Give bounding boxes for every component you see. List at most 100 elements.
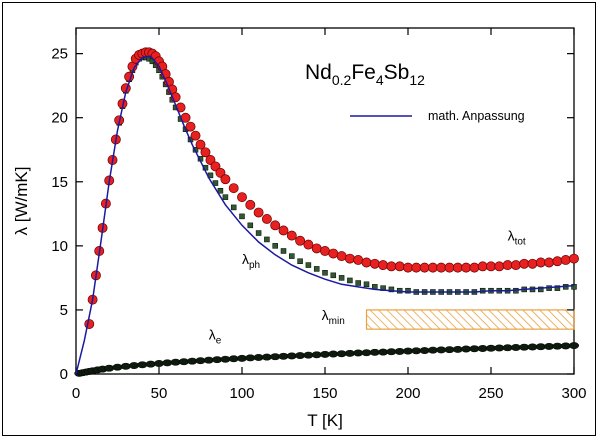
x-axis-label: T [K] [307, 411, 343, 430]
lambda-ph-point [222, 194, 229, 200]
lambda-tot-point [394, 261, 405, 272]
lambda-ph-point [247, 222, 254, 229]
annotation-ph: λph [242, 251, 260, 271]
lambda-tot-point [486, 261, 496, 272]
y-tick-label: 20 [51, 110, 68, 127]
lambda-tot-point [344, 253, 355, 264]
lambda-tot-point [519, 258, 530, 269]
lambda-tot-point [510, 260, 521, 271]
lambda-tot-point [253, 207, 264, 218]
lambda-ph-point [571, 284, 577, 290]
lambda-tot-point [403, 262, 413, 273]
lambda-tot-point [303, 239, 314, 250]
lambda-ph-point [538, 286, 544, 293]
y-axis-label: λ [W/mK] [12, 167, 31, 236]
lambda-tot-point [295, 235, 306, 246]
lambda-tot-point [535, 257, 546, 268]
lambda-tot-point [200, 147, 211, 158]
lambda-tot-point [552, 256, 563, 267]
lambda-min-band [365, 309, 575, 330]
lambda-tot-point [560, 254, 571, 265]
lambda-ph-point [330, 272, 337, 279]
lambda-tot-point [311, 243, 322, 254]
y-tick-label: 15 [51, 174, 68, 191]
x-tick-label: 250 [478, 385, 503, 402]
lambda-tot-point [569, 253, 579, 264]
lambda-tot-point [452, 262, 463, 273]
x-tick-label: 200 [395, 385, 420, 402]
lambda-tot-point [270, 220, 281, 231]
y-tick-label: 0 [60, 366, 68, 383]
lambda-ph-point [239, 213, 245, 220]
lambda-tot-point [419, 262, 430, 273]
lambda-tot-point [477, 261, 488, 272]
lambda-ph-point [322, 270, 328, 276]
lambda-ph-point [280, 248, 287, 254]
lambda-ph-point [212, 180, 219, 186]
annotation-tot: λtot [508, 228, 526, 248]
x-tick-label: 150 [312, 385, 337, 402]
lambda-tot-point [411, 262, 422, 273]
lambda-tot-point [361, 257, 372, 268]
y-tick-label: 25 [51, 46, 68, 63]
lambda-tot-point [84, 319, 95, 329]
lambda-tot-point [502, 260, 513, 271]
lambda-tot-point [320, 246, 330, 256]
lambda-tot-point [237, 192, 247, 203]
lambda-tot-point [494, 261, 505, 272]
lambda-tot-point [185, 121, 196, 132]
lambda-tot-point [353, 254, 364, 265]
annotation-min: λmin [322, 307, 345, 327]
lambda-tot-point [286, 230, 297, 241]
lambda-tot-point [245, 199, 256, 210]
lambda-ph-point [554, 285, 561, 291]
lambda-tot-point [278, 225, 289, 236]
lambda-ph-point [289, 253, 295, 259]
lambda-ph-point [355, 280, 361, 286]
lambda-ph-point [313, 266, 320, 272]
lambda-ph-point [264, 236, 270, 243]
lambda-tot-point [436, 262, 447, 273]
lambda-tot-point [190, 130, 201, 141]
x-tick-label: 300 [561, 385, 586, 402]
lambda-tot-point [444, 262, 455, 273]
lambda-e-point [104, 364, 115, 372]
x-tick-label: 50 [151, 385, 168, 402]
lambda-tot-point [386, 261, 397, 272]
chart-frame [2, 2, 596, 436]
lambda-tot-point [378, 260, 389, 271]
lambda-ph-point [338, 275, 345, 281]
lambda-ph-point [217, 187, 224, 194]
y-tick-label: 5 [60, 302, 68, 319]
lambda-tot-point [427, 262, 438, 273]
lambda-tot-point [336, 251, 347, 262]
lambda-tot-point [527, 258, 538, 269]
lambda-tot-point [228, 183, 239, 194]
lambda-e-point [568, 342, 580, 350]
lambda-ph-point [363, 281, 370, 288]
x-tick-label: 0 [72, 385, 80, 402]
annotation-e: λe [209, 326, 222, 346]
lambda-ph-point [305, 262, 312, 268]
lambda-ph-point [230, 204, 237, 211]
lambda-ph-point [347, 277, 353, 284]
lambda-tot-point [328, 248, 339, 259]
lambda-tot-point [261, 213, 272, 224]
y-tick-label: 10 [51, 238, 68, 255]
lambda-ph-point [405, 287, 411, 294]
lambda-tot-point [461, 262, 472, 273]
lambda-ph-point [255, 230, 262, 236]
lambda-ph-point [272, 243, 278, 249]
legend-label: math. Anpassung [428, 109, 525, 123]
fit-curve [75, 55, 575, 375]
x-tick-label: 100 [229, 385, 254, 402]
lambda-tot-point [195, 139, 206, 150]
lambda-tot-point [220, 174, 231, 185]
lambda-tot-point [469, 262, 480, 273]
lambda-ph-point [388, 286, 395, 293]
chart-title: Nd0.2Fe4Sb12 [305, 61, 425, 88]
lambda-tot-point [369, 258, 380, 269]
lambda-ph-point [297, 258, 303, 264]
lambda-tot-point [544, 257, 555, 268]
